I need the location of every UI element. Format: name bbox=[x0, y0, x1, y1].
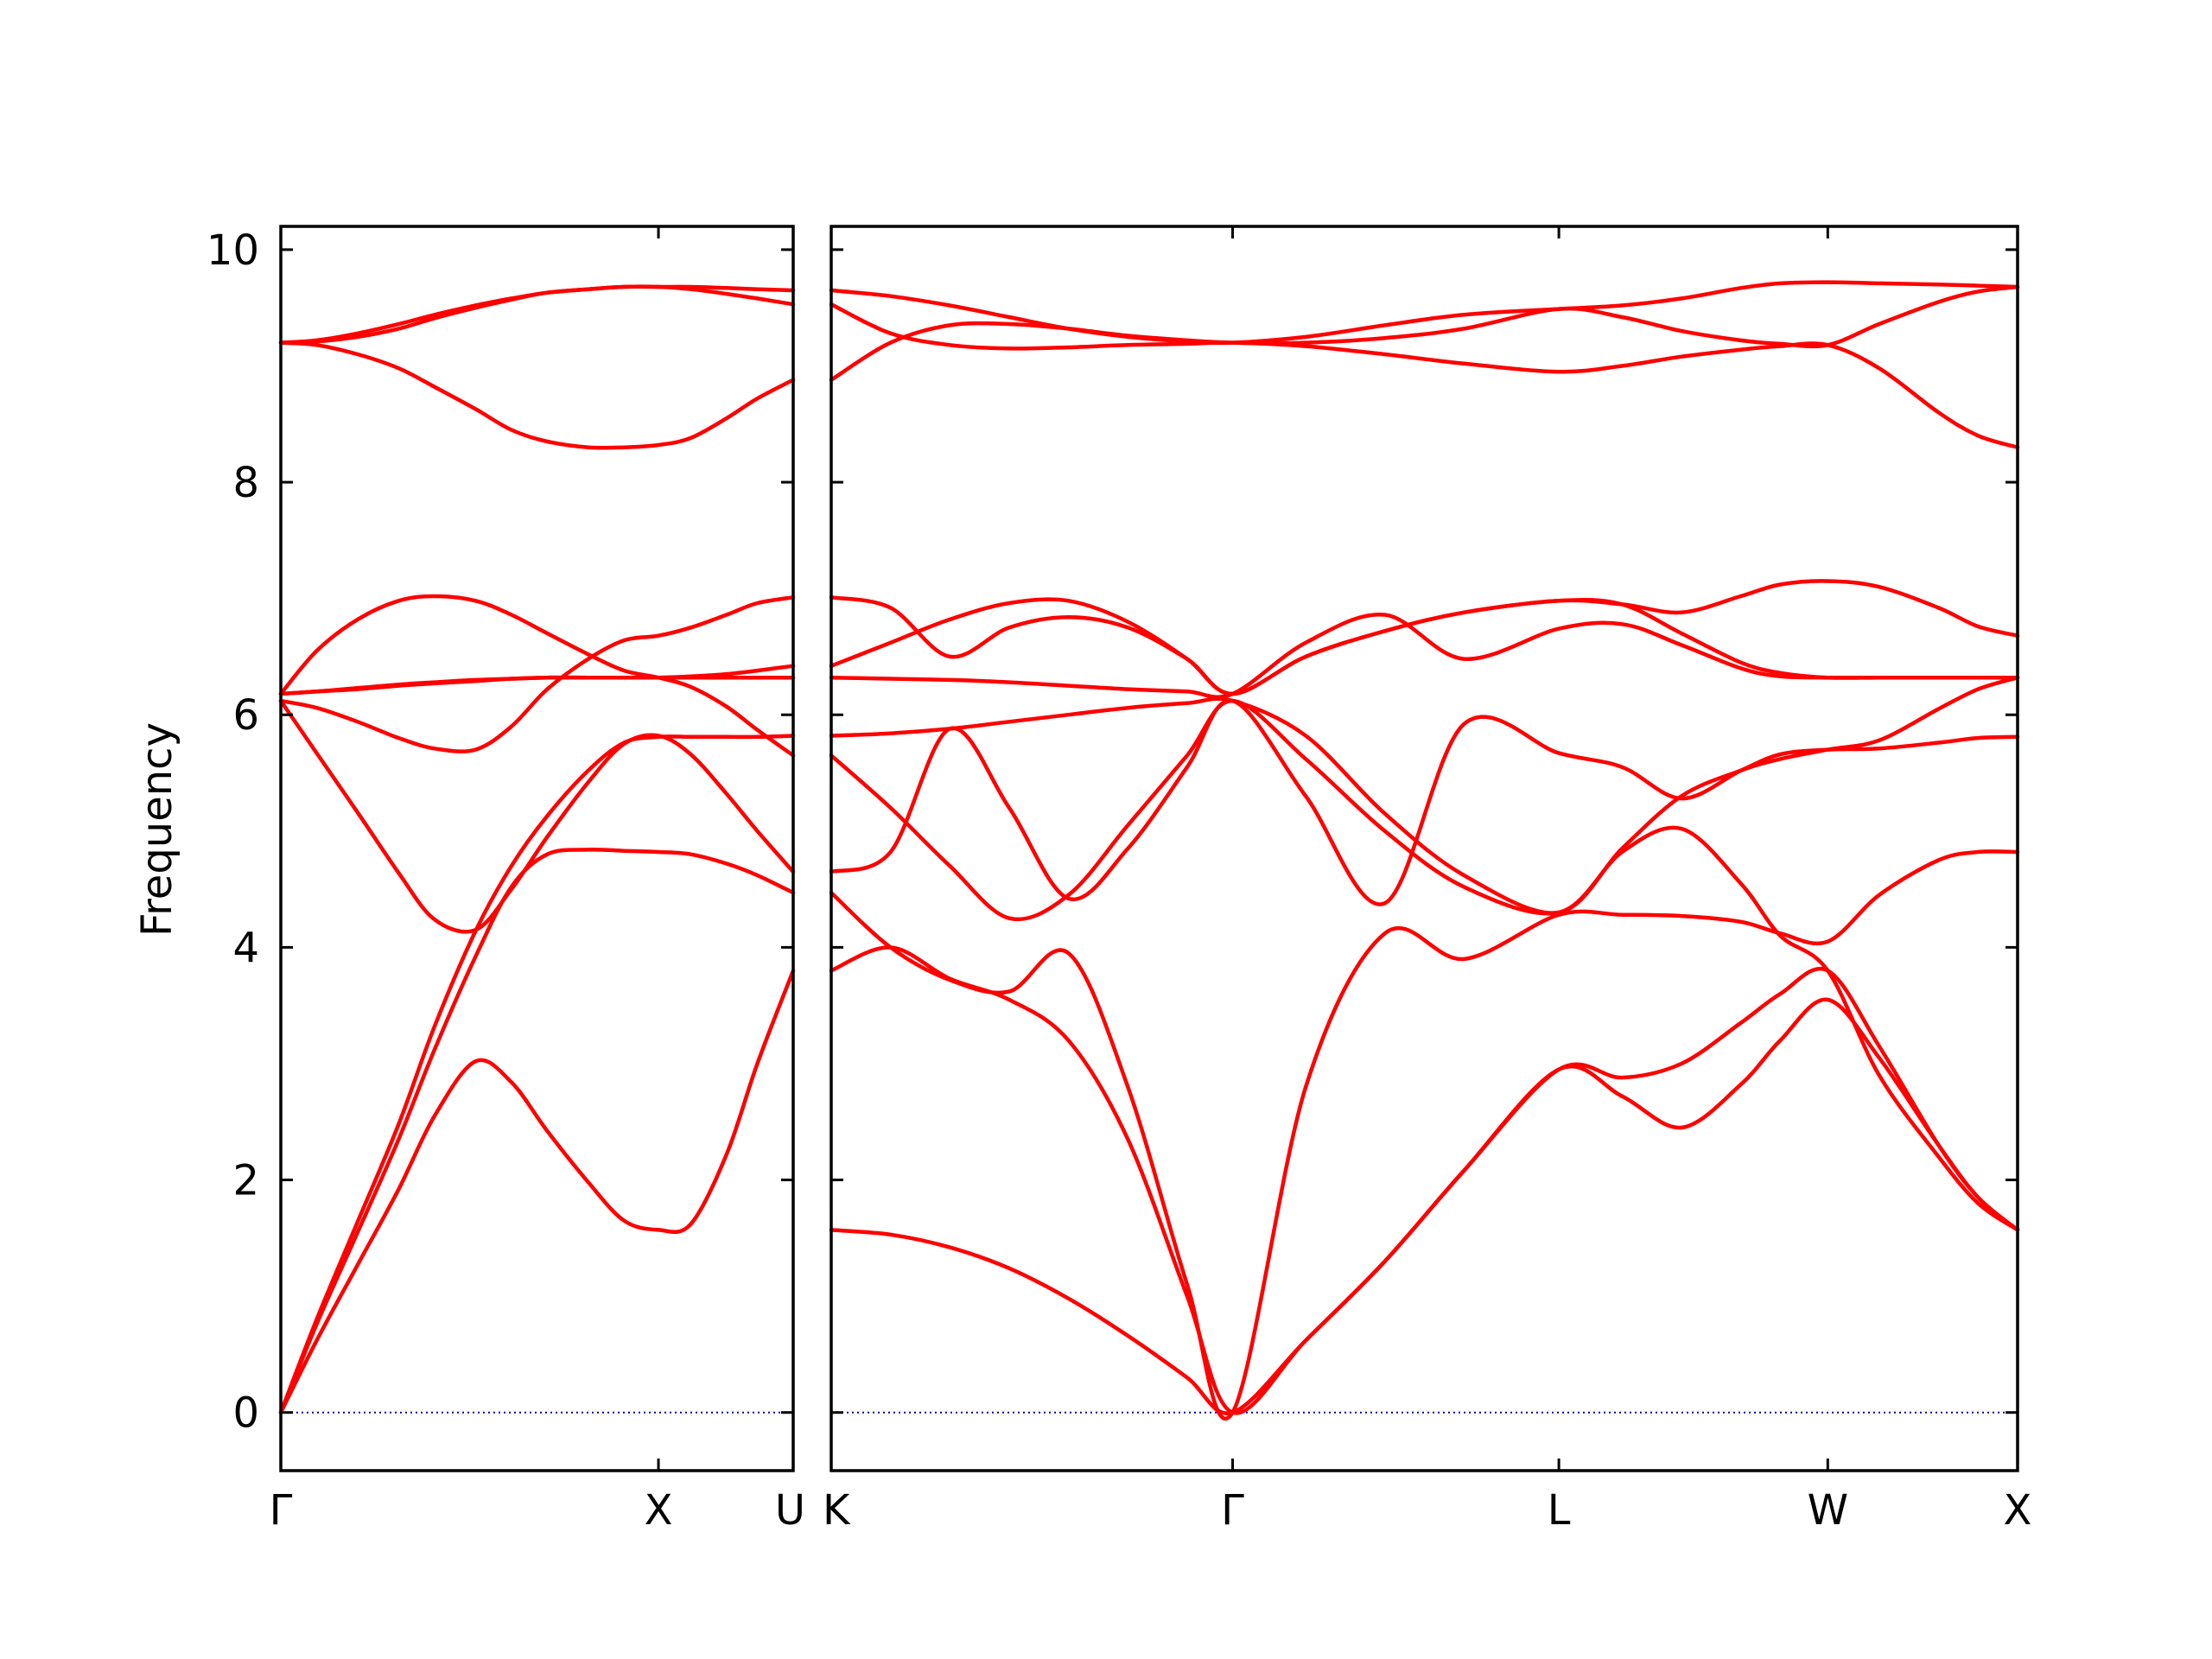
panel-frame bbox=[279, 225, 795, 1472]
band-line-1-7 bbox=[829, 597, 2020, 696]
x-tick-label: X bbox=[645, 1486, 673, 1535]
band-line-0-6 bbox=[278, 594, 796, 758]
band-line-0-7 bbox=[278, 664, 796, 696]
y-tick-label: 4 bbox=[232, 924, 259, 972]
y-tick-label: 6 bbox=[232, 691, 259, 740]
band-line-1-9 bbox=[829, 284, 2020, 382]
x-tick-label: U bbox=[775, 1486, 805, 1535]
y-tick-label: 0 bbox=[232, 1389, 259, 1438]
x-tick-label: W bbox=[1808, 1486, 1848, 1535]
band-line-0-5 bbox=[278, 675, 796, 696]
band-line-1-8 bbox=[829, 579, 2020, 696]
band-line-0-8 bbox=[278, 340, 796, 450]
band-line-1-4 bbox=[829, 698, 2020, 1232]
band-line-1-1 bbox=[829, 945, 2020, 1415]
y-tick-label: 2 bbox=[232, 1157, 259, 1205]
band-line-0-0 bbox=[278, 969, 796, 1414]
band-line-1-11 bbox=[829, 280, 2020, 346]
band-line-1-3 bbox=[829, 698, 2020, 906]
y-tick-label: 10 bbox=[207, 226, 259, 275]
x-tick-label: Γ bbox=[1221, 1486, 1244, 1535]
band-line-1-2 bbox=[829, 849, 2020, 1421]
band-line-0-1 bbox=[278, 847, 796, 1414]
band-line-0-10 bbox=[278, 284, 796, 345]
band-line-1-0 bbox=[829, 997, 2020, 1415]
band-line-1-5 bbox=[829, 675, 2020, 915]
x-tick-label: X bbox=[2004, 1486, 2032, 1535]
x-tick-label: K bbox=[823, 1486, 851, 1535]
band-line-0-3 bbox=[278, 698, 796, 934]
y-tick-label: 8 bbox=[232, 459, 259, 507]
x-tick-label: L bbox=[1548, 1486, 1571, 1535]
band-line-0-2 bbox=[278, 734, 796, 1414]
y-axis-label: Frequency bbox=[133, 722, 181, 937]
panel-frame bbox=[830, 225, 2019, 1472]
x-tick-label: Γ bbox=[270, 1486, 293, 1535]
band-line-0-4 bbox=[278, 595, 796, 753]
band-line-1-10 bbox=[829, 302, 2020, 449]
